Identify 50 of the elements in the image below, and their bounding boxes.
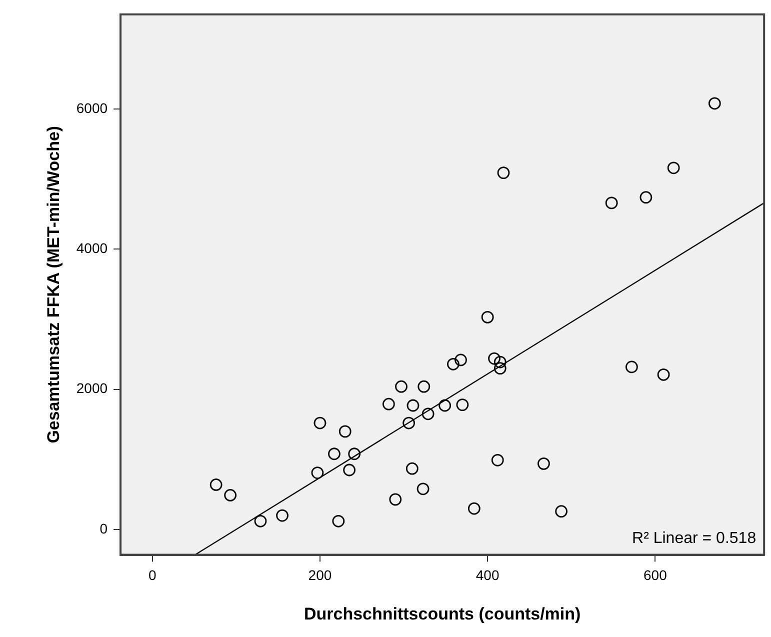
point [382,398,395,410]
point [328,448,340,460]
point [395,380,408,393]
point [447,358,460,370]
x-tick-label: 200 [308,567,332,584]
point [402,416,416,430]
point [454,354,467,366]
point [332,514,345,528]
y-tick-label: 6000 [76,100,108,116]
point [348,448,361,460]
point [338,425,352,438]
x-tick-label: 0 [148,567,156,584]
point [224,489,237,502]
point [497,166,510,180]
point [657,368,670,381]
point [456,398,469,412]
point [311,466,324,479]
y-axis-title: Gesamtumsatz FFKA (MET-min/Woche) [44,126,63,444]
point [406,462,418,475]
point [494,356,506,368]
point [640,191,652,204]
y-tick-label: 2000 [76,380,108,396]
point [491,454,504,466]
y-tick-label: 0 [100,520,108,536]
point [468,502,480,515]
point [538,457,550,470]
point [254,514,267,528]
point [389,493,402,506]
point [314,416,326,430]
y-tick-label: 4000 [76,240,108,256]
x-axis-title: Durchschnittscounts (counts/min) [304,604,581,624]
point [708,97,721,110]
point [481,310,494,324]
point [438,399,452,412]
point [667,162,680,174]
point [343,464,356,476]
point [488,352,500,365]
point [406,399,420,412]
point [605,196,618,210]
x-tick-label: 400 [476,567,500,584]
point [276,509,288,522]
point [626,360,638,374]
point [555,505,568,518]
point [210,478,222,491]
x-tick-label: 600 [643,567,668,584]
point [416,482,430,496]
point [422,408,434,420]
annotation: R² Linear = 0.518 [632,530,756,548]
point [418,380,430,393]
point [494,362,506,375]
